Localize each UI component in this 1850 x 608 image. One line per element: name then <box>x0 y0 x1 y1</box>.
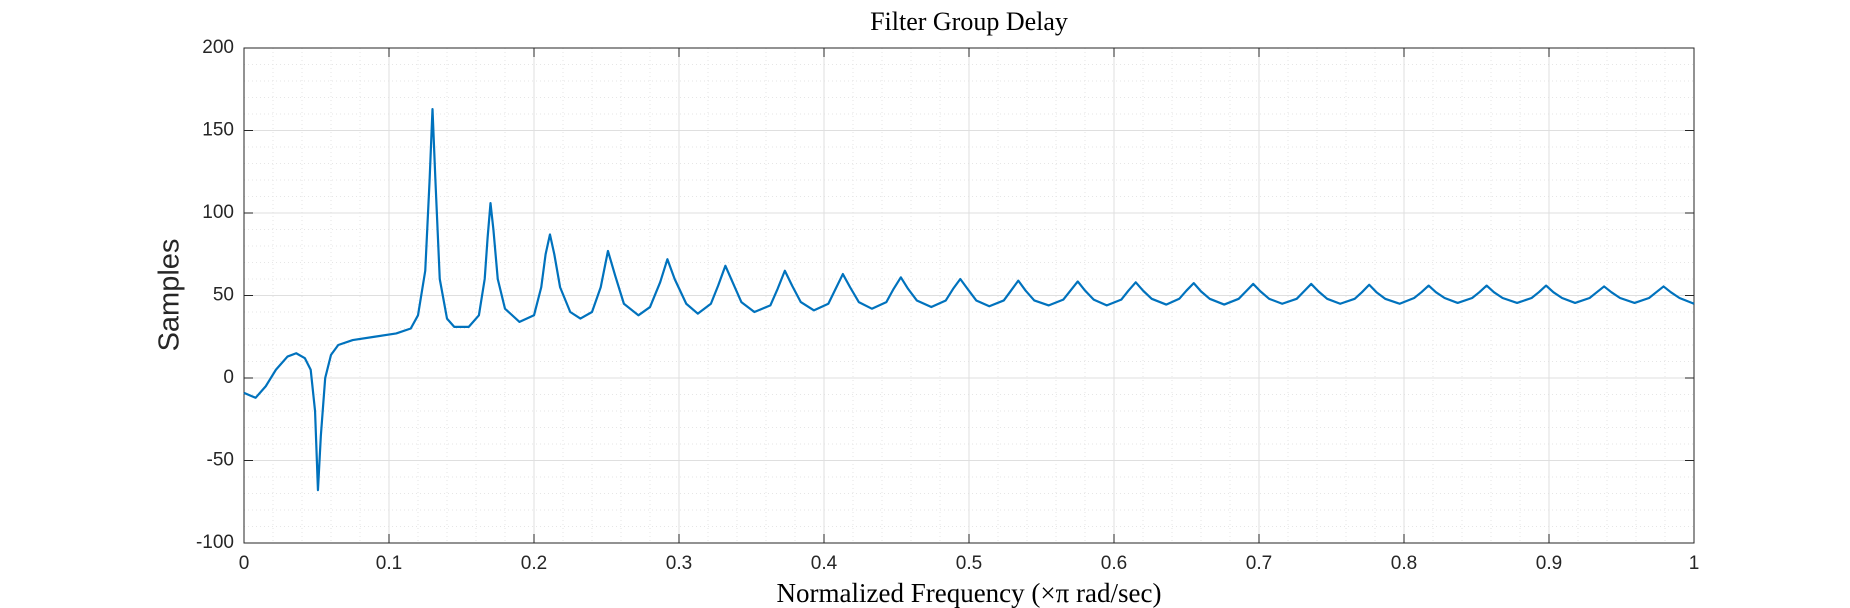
x-tick-label: 0.8 <box>1391 553 1417 574</box>
chart-title: Filter Group Delay <box>870 7 1068 36</box>
x-tick-label: 0.3 <box>666 553 692 574</box>
y-tick-label: 150 <box>202 120 234 141</box>
y-tick-label: -50 <box>207 450 234 471</box>
x-tick-label: 0.9 <box>1536 553 1562 574</box>
y-tick-label: 200 <box>202 37 234 58</box>
x-tick-label: 1 <box>1689 553 1700 574</box>
x-tick-label: 0.7 <box>1246 553 1272 574</box>
x-tick-label: 0.1 <box>376 553 402 574</box>
x-tick-label: 0.2 <box>521 553 547 574</box>
y-tick-label: -100 <box>196 532 234 553</box>
data-line <box>243 107 1695 492</box>
y-tick-label: 100 <box>202 202 234 223</box>
x-tick-label: 0.4 <box>811 553 838 574</box>
y-tick-label: 0 <box>223 367 234 388</box>
x-tick-label: 0.6 <box>1101 553 1127 574</box>
plot-border <box>243 47 1695 544</box>
y-axis-label: Samples <box>154 239 186 352</box>
x-tick-label: 0.5 <box>956 553 982 574</box>
plot-area: 0 0.1 0.2 0.3 0.4 0.5 0.6 0.7 0.8 0.9 1 -100 -50 0 50 1… <box>196 37 1699 574</box>
x-tick-label: 0 <box>239 553 250 574</box>
y-tick-label: 50 <box>213 285 234 306</box>
x-axis-label: Normalized Frequency (×π rad/sec) <box>777 578 1162 608</box>
